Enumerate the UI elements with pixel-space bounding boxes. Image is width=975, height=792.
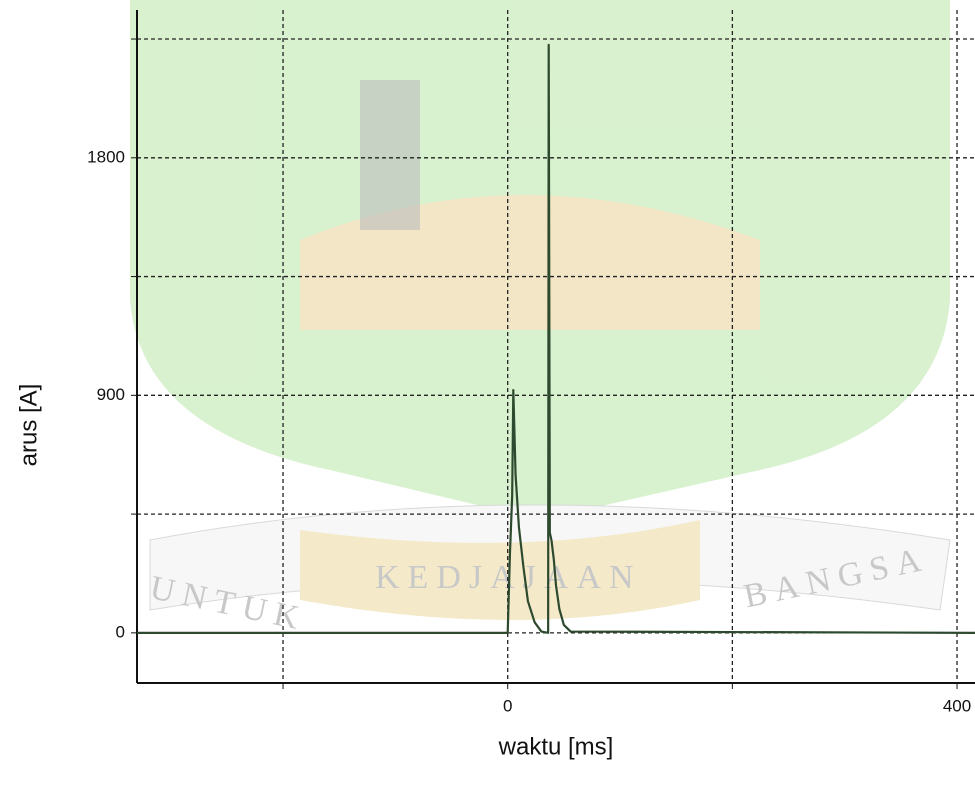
y-tick-label: 1800 [87, 147, 125, 166]
y-tick-label: 0 [116, 622, 125, 641]
y-axis-label: arus [A] [15, 384, 42, 467]
watermark-text: KEDJAJAAN [375, 559, 642, 596]
x-axis-label: waktu [ms] [498, 733, 614, 760]
data-line [137, 43, 975, 634]
watermark-logo [130, 0, 951, 620]
y-tick-label: 900 [97, 385, 125, 404]
x-tick-label: 400 [943, 696, 971, 715]
x-tick-label: 0 [503, 696, 512, 715]
